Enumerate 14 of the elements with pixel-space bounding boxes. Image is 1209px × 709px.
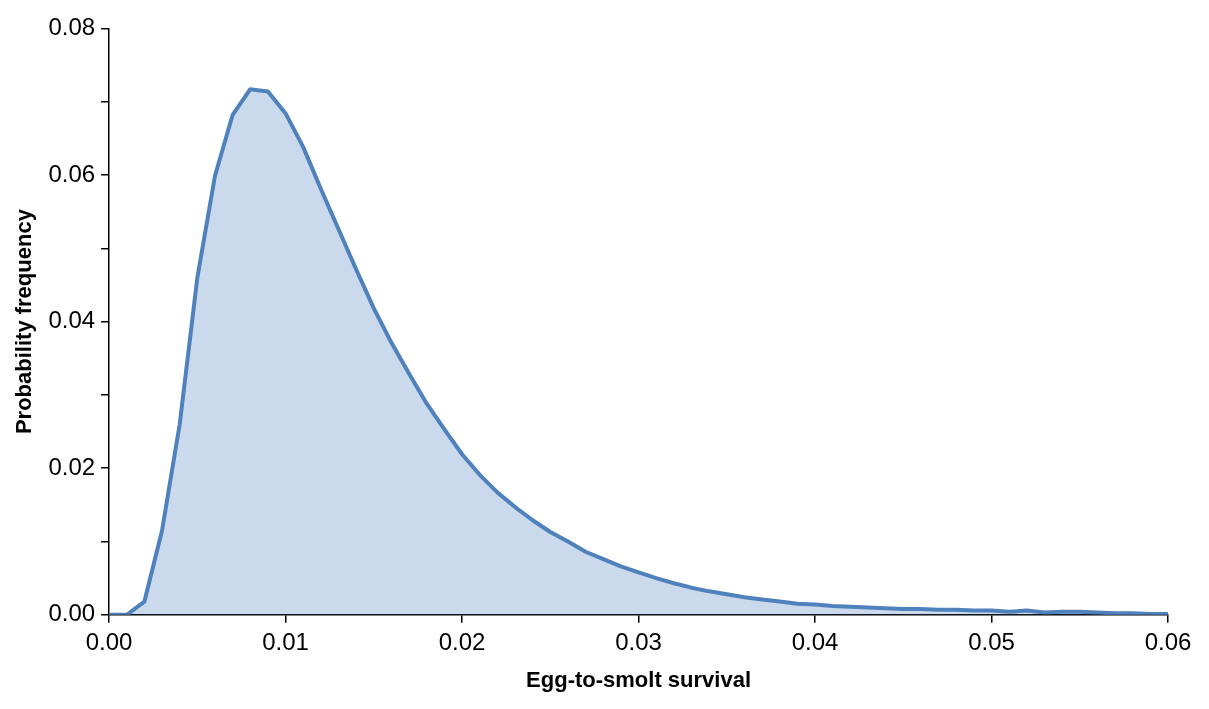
x-tick-label: 0.01	[262, 627, 309, 655]
x-tick-label: 0.02	[438, 627, 486, 655]
y-tick-label: 0.08	[48, 13, 96, 41]
y-tick-label: 0.02	[48, 452, 96, 480]
y-axis-title: Probability frequency	[11, 208, 37, 435]
x-tick-label: 0.04	[791, 627, 839, 655]
x-tick-label: 0.00	[85, 627, 133, 655]
x-axis-title: Egg-to-smolt survival	[526, 666, 752, 692]
y-tick-label: 0.06	[48, 159, 96, 187]
y-tick-label: 0.04	[48, 306, 96, 334]
x-tick-label: 0.05	[968, 627, 1015, 655]
x-tick-label: 0.06	[1144, 627, 1192, 655]
x-tick-label: 0.03	[615, 627, 662, 655]
y-tick-label: 0.00	[48, 599, 96, 627]
